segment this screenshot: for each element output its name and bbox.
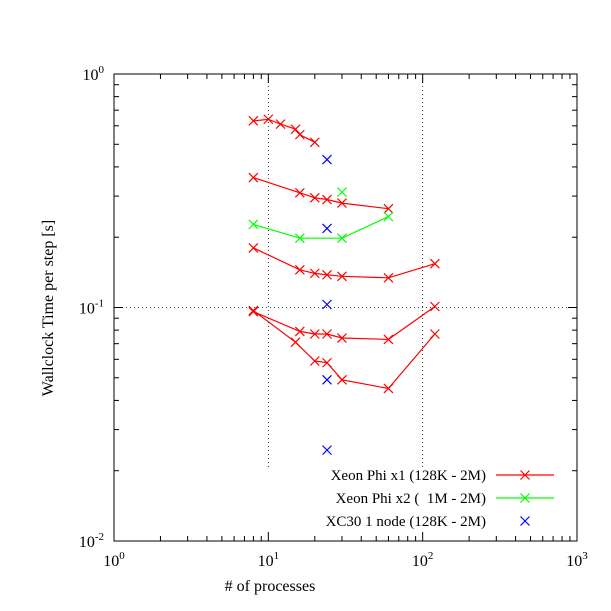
series-line [253,177,389,210]
data-point-marker [248,115,259,126]
data-point-marker [263,114,274,125]
data-point-marker [383,272,394,283]
data-point-marker [309,192,320,203]
axes: 100 101 102 103 10-2 10-1 100 [79,64,588,570]
data-point-marker [309,137,320,148]
legend-label: XC30 1 node (128K - 2M) [326,514,486,530]
series-group [322,154,332,456]
data-point-marker [383,203,394,214]
series-line [253,216,389,239]
data-point-marker [275,119,286,130]
data-point-marker [337,333,347,343]
data-point-marker [520,516,530,526]
data-point-marker [322,299,332,310]
data-point-marker [383,211,394,222]
data-point-marker [322,329,332,339]
data-point-marker [322,269,332,280]
data-point-marker [309,329,320,339]
data-point-marker [290,337,301,348]
data-point-marker [337,233,347,244]
data-point-marker [337,198,347,209]
data-point-marker [429,329,440,339]
data-point-marker [322,194,332,205]
data-point-marker [248,219,259,230]
data-point-marker [248,306,259,317]
x-tick-label: 100 [103,550,125,570]
data-point-marker [309,268,320,279]
data-point-marker [520,470,530,480]
data-point-marker [429,301,440,312]
data-point-marker [294,129,305,140]
x-axis-label: # of processes [225,578,316,595]
data-point-marker [383,383,394,394]
data-point-marker [337,187,347,198]
x-tick-label: 103 [566,550,588,570]
legend: Xeon Phi x1 (128K - 2M) Xeon Phi x2 ( 1M … [326,468,554,530]
y-tick-label: 10-2 [79,531,104,551]
x-tick-label: 101 [258,550,280,570]
data-point-marker [290,124,301,135]
data-point-marker [294,264,305,275]
data-point-marker [322,445,332,456]
data-point-marker [294,326,305,337]
data-point-marker [322,374,332,385]
y-axis-label: Wallclock Time per step [s] [40,220,57,396]
series-line [253,118,316,143]
data-point-marker [322,223,332,234]
data-point-marker [248,242,259,253]
data-point-marker [322,357,332,368]
legend-label: Xeon Phi x1 (128K - 2M) [331,468,486,484]
data-point-marker [337,374,347,385]
data-point-marker [383,334,394,345]
data-point-marker [248,172,259,183]
series-group [248,187,394,244]
data-point-marker [429,258,440,269]
series-group [248,114,440,394]
data-point-marker [520,493,530,503]
y-tick-label: 100 [83,64,105,84]
series [248,114,440,456]
data-point-marker [248,305,259,316]
data-point-marker [309,356,320,366]
legend-label: Xeon Phi x2 ( 1M - 2M) [336,491,486,507]
series-line [253,306,436,341]
data-point-marker [294,187,305,198]
data-point-marker [294,233,305,244]
data-point-marker [337,271,347,282]
data-point-marker [322,154,332,165]
y-tick-label: 10-1 [79,298,104,318]
x-tick-label: 102 [412,550,434,570]
